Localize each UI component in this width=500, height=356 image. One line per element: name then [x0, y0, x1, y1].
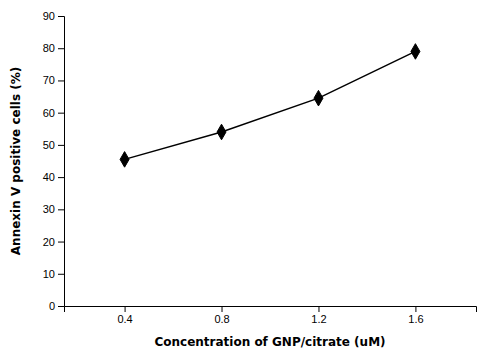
y-tick-mark: [58, 209, 64, 210]
y-tick-label: 80: [43, 42, 55, 54]
y-tick-label: 70: [43, 74, 55, 86]
x-tick-label: 0.8: [214, 313, 229, 325]
data-point: [120, 152, 129, 168]
y-tick-label: 0: [49, 300, 55, 312]
x-tick-mark: [415, 306, 416, 312]
y-tick-mark: [58, 145, 64, 146]
x-tick: 1.2: [311, 306, 326, 325]
y-tick-mark: [58, 274, 64, 275]
y-tick-mark: [58, 306, 64, 307]
y-tick-label: 40: [43, 171, 55, 183]
y-tick-label: 10: [43, 268, 55, 280]
x-tick-label: 1.2: [311, 313, 326, 325]
chart-container: 0.4 0.8 1.2 1.6 0 10 20 30 40 50 60 70 80 90 Concentra…: [0, 0, 500, 356]
y-axis: 0 10 20 30 40 50 60 70 80 90: [43, 10, 65, 312]
y-axis-line: [58, 17, 65, 307]
y-tick: 20: [43, 236, 64, 248]
x-tick-label: 1.6: [408, 313, 423, 325]
data-point: [217, 124, 226, 140]
x-tick-mark: [222, 306, 223, 312]
y-tick: 90: [43, 10, 64, 22]
y-tick-label: 30: [43, 203, 55, 215]
y-tick: 60: [43, 107, 64, 119]
y-tick-mark: [58, 177, 64, 178]
y-tick: 80: [43, 42, 64, 54]
y-tick: 70: [43, 74, 64, 86]
y-tick-label: 60: [43, 107, 55, 119]
plot-root: 0.4 0.8 1.2 1.6 0 10 20 30 40 50 60 70 80 90 Concentra…: [9, 10, 477, 349]
x-tick-mark: [318, 306, 319, 312]
y-tick-label: 50: [43, 139, 55, 151]
y-tick-mark: [58, 242, 64, 243]
data-point: [314, 90, 323, 106]
y-tick: 40: [43, 171, 64, 183]
marks: [120, 44, 420, 168]
x-axis-line: [65, 307, 477, 313]
y-tick-mark: [58, 113, 64, 114]
y-axis-title: Annexin V positive cells (%): [9, 67, 23, 255]
y-tick-mark: [58, 48, 64, 49]
y-tick-mark: [58, 80, 64, 81]
x-axis: 0.4 0.8 1.2 1.6: [65, 306, 477, 325]
data-point: [411, 44, 420, 60]
x-axis-title: Concentration of GNP/citrate (uM): [154, 335, 385, 349]
y-tick-label: 90: [43, 10, 55, 22]
y-tick: 50: [43, 139, 64, 151]
y-tick: 0: [49, 300, 64, 312]
y-tick-mark: [58, 16, 64, 17]
data-line: [125, 51, 416, 159]
x-tick: 0.4: [117, 306, 132, 325]
x-tick-mark: [125, 306, 126, 312]
chart-svg: 0.4 0.8 1.2 1.6 0 10 20 30 40 50 60 70 80 90 Concentra…: [0, 0, 500, 356]
x-tick-label: 0.4: [117, 313, 132, 325]
x-tick: 1.6: [408, 306, 423, 325]
y-tick-label: 20: [43, 236, 55, 248]
y-tick: 10: [43, 268, 64, 280]
y-tick: 30: [43, 203, 64, 215]
x-tick: 0.8: [214, 306, 229, 325]
